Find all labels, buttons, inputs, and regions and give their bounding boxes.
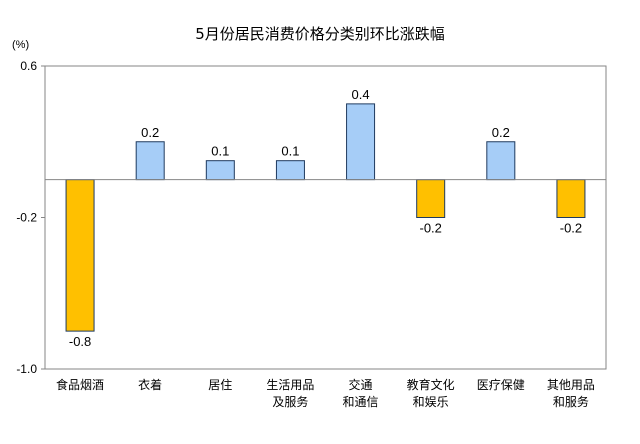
bar <box>275 160 305 181</box>
category-label: 衣着 <box>138 377 162 392</box>
chart-title: 5月份居民消费价格分类别环比涨跌幅 <box>195 25 445 43</box>
category-label: 生活用品及服务 <box>266 378 314 409</box>
y-tick-label: -1.0 <box>16 362 37 376</box>
bar <box>65 179 95 332</box>
bar <box>556 179 586 218</box>
bars <box>65 103 586 332</box>
data-label: -0.2 <box>419 221 441 236</box>
data-label: 0.1 <box>211 144 229 159</box>
category-label: 食品烟酒 <box>56 377 104 392</box>
plot-area <box>44 65 607 370</box>
category-label: 医疗保健 <box>477 378 525 392</box>
data-label: 0.1 <box>281 144 299 159</box>
data-label: -0.2 <box>560 221 582 236</box>
data-label: 0.2 <box>492 125 510 140</box>
data-labels: -0.8 0.2 0.1 0.1 0.4 -0.2 0.2 -0.2 <box>69 87 582 349</box>
category-label: 教育文化和娱乐 <box>407 377 455 409</box>
y-tick-label: -0.2 <box>16 211 37 225</box>
bar <box>135 141 165 181</box>
bar <box>205 160 235 181</box>
category-label: 居住 <box>208 378 232 392</box>
y-axis-ticks: 0.6 -0.2 -1.0 <box>16 59 45 376</box>
y-axis-unit: (%) <box>12 39 29 51</box>
bar <box>486 141 516 181</box>
category-label: 交通和通信 <box>343 377 379 409</box>
bar <box>416 179 446 218</box>
data-label: 0.2 <box>141 125 159 140</box>
y-tick-label: 0.6 <box>20 59 37 73</box>
bar <box>346 103 376 181</box>
data-label: -0.8 <box>69 334 91 349</box>
data-label: 0.4 <box>352 87 370 102</box>
category-label: 其他用品和服务 <box>547 378 595 409</box>
